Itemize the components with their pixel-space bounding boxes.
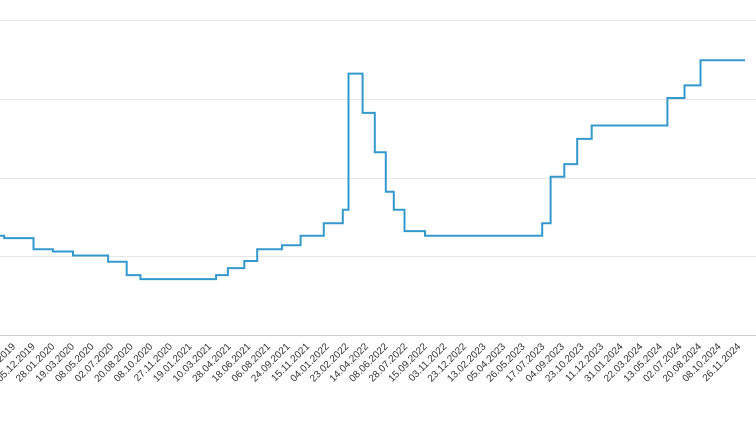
x-tick-labels: 16.08.201905.12.201928.01.202019.03.2020… <box>0 341 744 384</box>
grid-lines <box>0 20 756 336</box>
series-line <box>0 59 745 281</box>
